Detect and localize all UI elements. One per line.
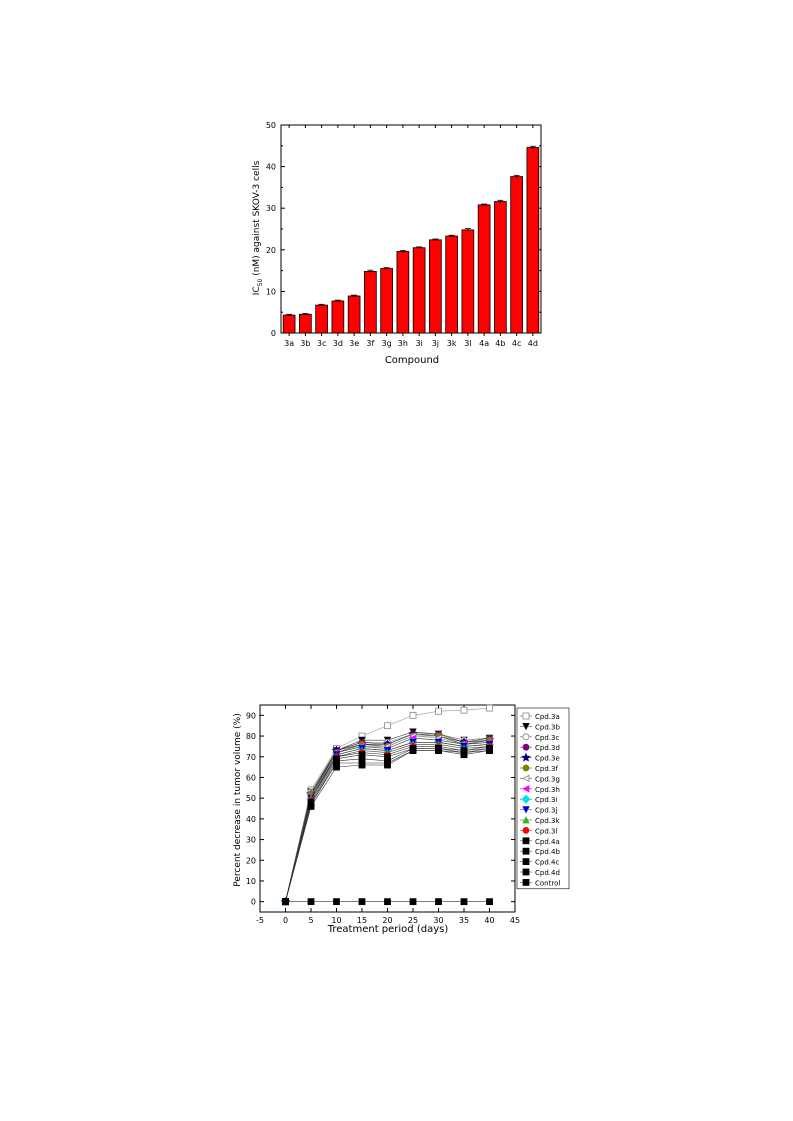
chart1-x-tick-label: 3l <box>464 339 471 348</box>
chart1-axes: 0 10 20 30 40 50 3a 3b 3c 3d 3e 3f 3g 3h 3i 3j 3k 3l 4a 4b 4… <box>266 121 542 348</box>
chart1-bars <box>282 145 540 334</box>
chart1-y-tick-label: 50 <box>266 121 276 130</box>
bar-3l <box>461 229 475 334</box>
chart1-x-tick-label: 4b <box>495 339 505 348</box>
chart1-x-tick-label: 3h <box>398 339 408 348</box>
bar-3b <box>299 313 312 334</box>
chart1-x-tick-label: 3b <box>300 339 310 348</box>
bar-3g <box>380 268 393 334</box>
chart1-x-tick-label: 3i <box>415 339 422 348</box>
bar-4c <box>510 176 523 334</box>
bar-3j <box>429 239 442 334</box>
chart1-y-tick-label: 30 <box>266 204 276 213</box>
chart1-x-tick-label: 3f <box>366 339 374 348</box>
chart1-x-tick-label: 3g <box>382 339 392 348</box>
bar-4b <box>494 201 507 334</box>
bar-3e <box>347 295 361 334</box>
chart1-x-tick-label: 3j <box>432 339 439 348</box>
chart1-x-tick-label: 4d <box>528 339 538 348</box>
bar-3a <box>282 314 296 334</box>
chart1-y-tick-label: 0 <box>271 329 276 338</box>
bar-3h <box>396 251 410 334</box>
bar-4a <box>477 204 491 334</box>
chart1-y-tick-label: 20 <box>266 246 276 255</box>
bar-3f <box>364 271 377 334</box>
chart1-y-axis-label: IC50 (nM) against SKOV-3 cells <box>252 160 264 295</box>
chart1-x-tick-label: 3d <box>333 339 343 348</box>
bar-4d <box>526 147 540 334</box>
chart1-y-tick-label: 40 <box>266 163 276 172</box>
chart1-y-tick-label: 10 <box>266 287 276 296</box>
bar-3c <box>315 304 328 334</box>
chart1-x-tick-label: 4a <box>479 339 489 348</box>
chart1-x-axis-label: Compound <box>385 355 439 366</box>
chart1-x-tick-label: 3c <box>317 339 327 348</box>
chart1-x-tick-label: 3k <box>447 339 457 348</box>
chart1-x-tick-label: 3a <box>284 339 294 348</box>
bar-3k <box>445 235 458 334</box>
chart1-x-tick-label: 3e <box>349 339 359 348</box>
chart1-x-tick-label: 4c <box>512 339 522 348</box>
bar-3i <box>412 247 426 334</box>
bar-3d <box>331 300 345 334</box>
